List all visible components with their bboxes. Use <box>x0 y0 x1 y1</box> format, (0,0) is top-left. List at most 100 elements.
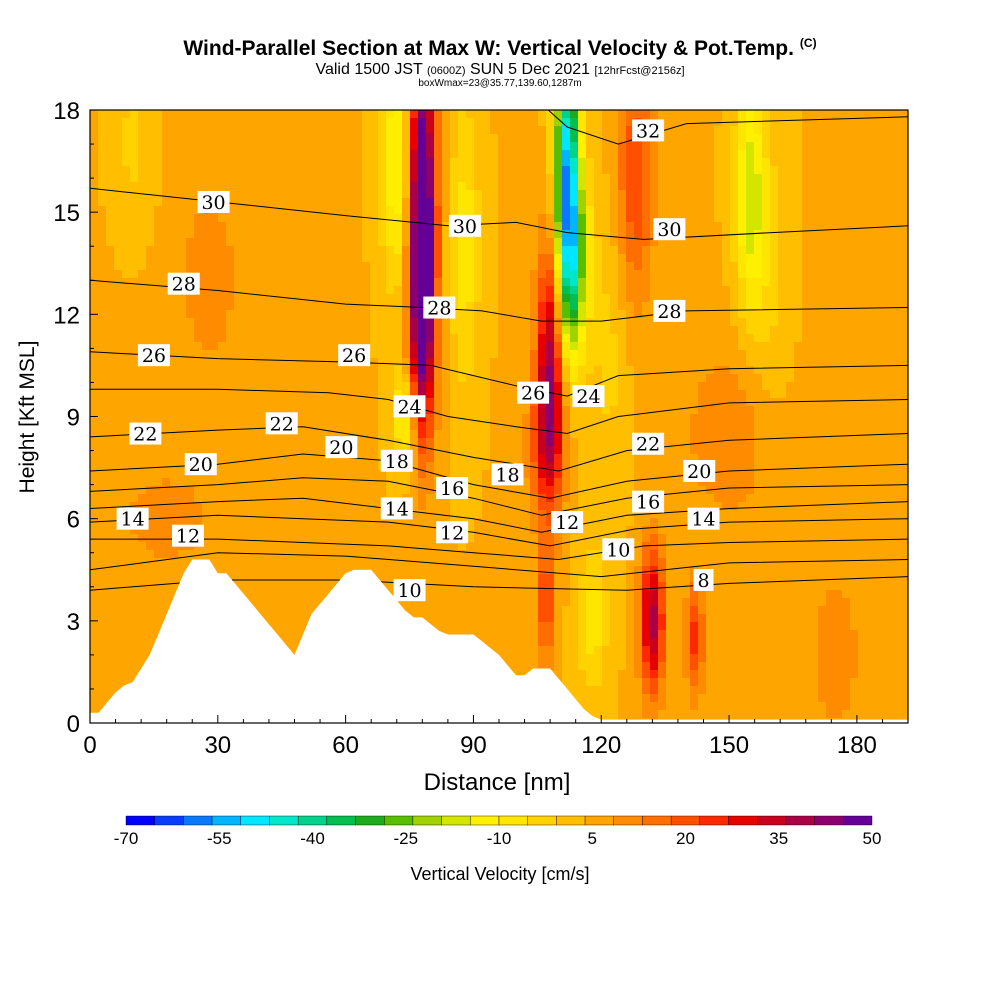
w-cell <box>738 382 747 391</box>
w-cell <box>138 398 147 407</box>
w-cell <box>130 462 139 471</box>
w-cell <box>274 262 283 271</box>
w-cell <box>762 294 771 303</box>
w-cell <box>410 190 419 199</box>
w-cell <box>170 158 179 167</box>
w-cell <box>850 350 859 359</box>
w-cell <box>314 470 323 479</box>
w-cell <box>194 350 203 359</box>
w-cell <box>306 342 315 351</box>
w-cell <box>738 174 747 183</box>
w-cell <box>882 222 891 231</box>
w-cell <box>370 478 379 487</box>
w-cell <box>434 182 443 191</box>
w-cell <box>338 174 347 183</box>
w-cell <box>194 158 203 167</box>
w-cell <box>522 214 531 223</box>
w-cell <box>674 438 683 447</box>
w-cell <box>330 454 339 463</box>
w-cell <box>586 286 595 295</box>
w-cell <box>786 486 795 495</box>
w-cell <box>618 462 627 471</box>
w-cell <box>770 390 779 399</box>
w-cell <box>458 158 467 167</box>
w-cell <box>242 118 251 127</box>
w-cell <box>258 150 267 159</box>
w-cell <box>282 374 291 383</box>
w-cell <box>522 430 531 439</box>
w-cell <box>730 286 739 295</box>
w-cell <box>490 334 499 343</box>
w-cell <box>890 366 899 375</box>
w-cell <box>226 326 235 335</box>
w-cell <box>826 110 835 119</box>
w-cell <box>866 278 875 287</box>
w-cell <box>722 126 731 135</box>
w-cell <box>826 230 835 239</box>
w-cell <box>306 166 315 175</box>
w-cell <box>314 318 323 327</box>
w-cell <box>810 198 819 207</box>
w-cell <box>354 470 363 479</box>
w-cell <box>242 462 251 471</box>
w-cell <box>234 358 243 367</box>
w-cell <box>802 278 811 287</box>
w-cell <box>250 118 259 127</box>
w-cell <box>770 230 779 239</box>
w-cell <box>890 110 899 119</box>
w-cell <box>218 414 227 423</box>
w-cell <box>322 454 331 463</box>
w-cell <box>658 254 667 263</box>
w-cell <box>554 414 563 423</box>
w-cell <box>514 206 523 215</box>
w-cell <box>626 166 635 175</box>
w-cell <box>762 310 771 319</box>
w-cell <box>322 462 331 471</box>
w-cell <box>282 438 291 447</box>
w-cell <box>882 382 891 391</box>
w-cell <box>210 134 219 143</box>
w-cell <box>546 126 555 135</box>
w-cell <box>418 142 427 151</box>
w-cell <box>226 270 235 279</box>
w-cell <box>194 334 203 343</box>
w-cell <box>338 366 347 375</box>
w-cell <box>154 150 163 159</box>
w-cell <box>322 318 331 327</box>
w-cell <box>810 350 819 359</box>
w-cell <box>906 150 908 159</box>
w-cell <box>218 142 227 151</box>
w-cell <box>266 302 275 311</box>
w-cell <box>682 134 691 143</box>
w-cell <box>866 182 875 191</box>
w-cell <box>842 206 851 215</box>
w-cell <box>818 358 827 367</box>
w-cell <box>114 374 123 383</box>
w-cell <box>794 254 803 263</box>
w-cell <box>738 246 747 255</box>
w-cell <box>626 254 635 263</box>
w-cell <box>706 126 715 135</box>
w-cell <box>618 278 627 287</box>
w-cell <box>298 310 307 319</box>
w-cell <box>674 278 683 287</box>
w-cell <box>754 390 763 399</box>
w-cell <box>474 462 483 471</box>
w-cell <box>442 398 451 407</box>
w-cell <box>746 174 755 183</box>
w-cell <box>882 206 891 215</box>
w-cell <box>690 406 699 415</box>
w-cell <box>282 286 291 295</box>
w-cell <box>530 270 539 279</box>
w-cell <box>322 310 331 319</box>
w-cell <box>146 238 155 247</box>
w-cell <box>362 462 371 471</box>
w-cell <box>658 414 667 423</box>
w-cell <box>322 294 331 303</box>
w-cell <box>466 206 475 215</box>
w-cell <box>306 318 315 327</box>
w-cell <box>490 206 499 215</box>
w-cell <box>234 446 243 455</box>
w-cell <box>282 150 291 159</box>
w-cell <box>874 438 883 447</box>
